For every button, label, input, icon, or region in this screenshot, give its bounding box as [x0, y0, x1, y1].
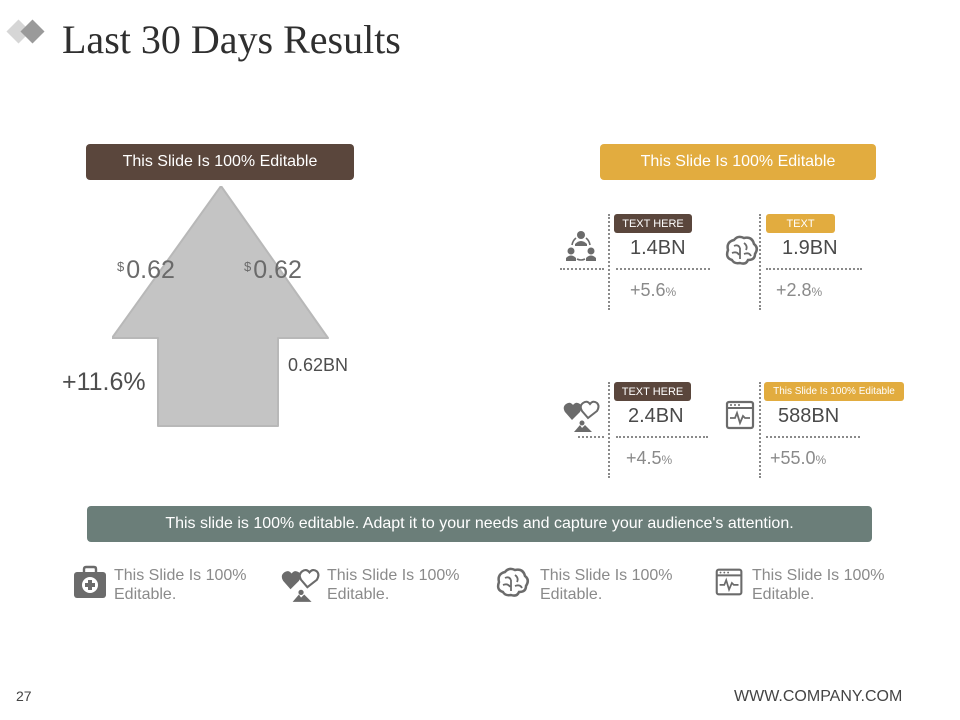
metric-tag: TEXT HERE — [614, 382, 691, 401]
metric-separator — [616, 268, 710, 270]
metric-change: +5.6% — [630, 280, 676, 301]
feature-item-brain: This Slide Is 100% Editable. — [492, 564, 692, 606]
price-amount: 0.62 — [253, 256, 302, 284]
metric-separator — [766, 436, 860, 438]
change-unit: % — [811, 285, 823, 299]
brain-icon — [725, 235, 758, 265]
feature-text-line: This Slide Is 100% — [540, 567, 673, 584]
feature-text: This Slide Is 100% Editable. — [752, 566, 885, 604]
metric-tag: This Slide Is 100% Editable — [764, 382, 904, 401]
metric-value: 588BN — [778, 405, 840, 427]
feature-text-line: Editable. — [540, 586, 603, 603]
feature-text: This Slide Is 100% Editable. — [114, 566, 247, 604]
page-title: Last 30 Days Results — [62, 17, 401, 62]
metric-tag: TEXT HERE — [614, 214, 692, 233]
feature-text-line: This Slide Is 100% — [752, 567, 885, 584]
metric-value: 2.4BN — [628, 405, 684, 427]
feature-text-line: This Slide Is 100% — [327, 567, 460, 584]
price-amount: 0.62 — [126, 256, 175, 284]
medical-kit-icon — [74, 565, 106, 598]
right-banner: This Slide Is 100% Editable — [600, 144, 876, 180]
change-unit: % — [665, 285, 677, 299]
feature-text-line: Editable. — [114, 586, 177, 603]
divider-line — [608, 214, 610, 310]
metric-change: +4.5% — [626, 448, 672, 469]
monitor-pulse-icon — [715, 568, 743, 596]
volume-label: 0.62BN — [288, 355, 349, 375]
metric-card-team: TEXT HERE 1.4BN +5.6% — [560, 214, 720, 314]
divider-line — [608, 382, 610, 478]
metric-change: +55.0% — [770, 448, 826, 469]
metric-value: 1.4BN — [630, 237, 686, 259]
diamond-logo-icon — [6, 19, 45, 44]
hearts-icon — [281, 568, 320, 602]
change-number: +2.8 — [776, 280, 812, 300]
brain-icon — [496, 567, 529, 597]
change-unit: % — [661, 453, 673, 467]
metric-change: +2.8% — [776, 280, 822, 301]
company-website: WWW.COMPANY.COM — [734, 688, 903, 705]
page-number: 27 — [16, 688, 32, 704]
change-number: +4.5 — [626, 448, 662, 468]
feature-item-medical: This Slide Is 100% Editable. — [72, 564, 272, 606]
feature-text-line: This Slide Is 100% — [114, 567, 247, 584]
metric-separator — [616, 436, 708, 438]
metric-card-monitor: This Slide Is 100% Editable 588BN +55.0% — [722, 382, 912, 482]
growth-percentage: +11.6% — [62, 368, 146, 396]
price-value-2: $0.62 — [244, 256, 302, 285]
hearts-icon — [563, 400, 600, 432]
icon-underline — [578, 436, 604, 438]
metric-value: 1.9BN — [782, 237, 838, 259]
feature-text: This Slide Is 100% Editable. — [327, 566, 460, 604]
change-unit: % — [815, 453, 827, 467]
monitor-pulse-icon — [725, 400, 755, 430]
metric-separator — [766, 268, 862, 270]
feature-text: This Slide Is 100% Editable. — [540, 566, 673, 604]
divider-line — [759, 214, 761, 310]
metric-card-hearts: TEXT HERE 2.4BN +4.5% — [560, 382, 720, 482]
icon-underline — [560, 268, 604, 270]
feature-text-line: Editable. — [327, 586, 390, 603]
change-number: +55.0 — [770, 448, 816, 468]
team-icon — [566, 231, 596, 261]
currency-symbol: $ — [244, 259, 252, 274]
left-banner: This Slide Is 100% Editable — [86, 144, 354, 180]
up-arrow-graphic — [112, 186, 329, 427]
metric-tag: TEXT — [766, 214, 835, 233]
bottom-message-bar: This slide is 100% editable. Adapt it to… — [87, 506, 872, 542]
feature-text-line: Editable. — [752, 586, 815, 603]
metric-card-brain: TEXT 1.9BN +2.8% — [722, 214, 882, 314]
price-value-1: $0.62 — [117, 256, 175, 285]
divider-line — [759, 382, 761, 478]
feature-item-hearts: This Slide Is 100% Editable. — [276, 564, 476, 606]
feature-item-monitor: This Slide Is 100% Editable. — [712, 564, 912, 606]
change-number: +5.6 — [630, 280, 666, 300]
currency-symbol: $ — [117, 259, 125, 274]
